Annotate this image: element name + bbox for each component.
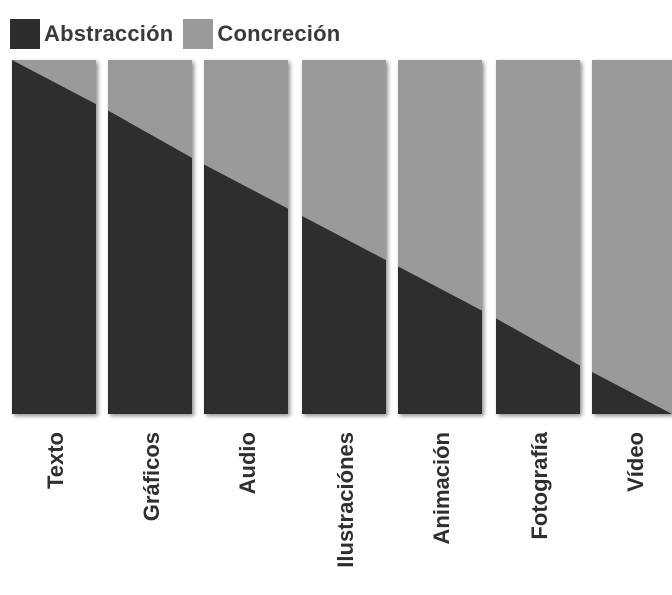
concrecion-area-video <box>592 60 672 414</box>
legend-item-abstraccion: Abstracción <box>10 19 173 49</box>
legend: Abstracción Concreción <box>10 18 350 50</box>
x-label-video: Vídeo <box>623 432 648 492</box>
column-fotografia <box>496 60 580 414</box>
chart-columns <box>12 60 672 414</box>
column-graficos <box>108 60 192 414</box>
x-label-audio: Audio <box>235 432 260 494</box>
legend-label-concrecion: Concreción <box>217 21 341 46</box>
x-axis-labels: Texto Gráficos Audio Ilustraciónes Animación… <box>43 431 648 567</box>
legend-swatch-abstraccion <box>10 19 40 49</box>
abstraccion-area-texto <box>12 60 96 414</box>
legend-label-abstraccion: Abstracción <box>44 21 174 46</box>
x-label-fotografia: Fotografía <box>527 431 552 539</box>
column-audio <box>204 60 288 414</box>
x-label-ilustraciones: Ilustraciónes <box>333 432 358 568</box>
abstraccion-area-audio <box>204 164 288 414</box>
x-label-graficos: Gráficos <box>139 432 164 521</box>
abstraccion-area-graficos <box>108 110 192 414</box>
abstraccion-area-ilustraciones <box>302 215 386 414</box>
x-label-animacion: Animación <box>429 432 454 544</box>
abstraccion-area-fotografia <box>496 318 580 414</box>
column-animacion <box>398 60 482 414</box>
x-label-texto: Texto <box>43 432 68 489</box>
abstraccion-area-video <box>592 371 672 414</box>
abstraccion-area-animacion <box>398 266 482 414</box>
column-video <box>592 60 672 414</box>
column-texto <box>12 60 96 414</box>
column-ilustraciones <box>302 60 386 414</box>
legend-item-concrecion: Concreción <box>183 19 340 49</box>
legend-swatch-concrecion <box>183 19 214 49</box>
